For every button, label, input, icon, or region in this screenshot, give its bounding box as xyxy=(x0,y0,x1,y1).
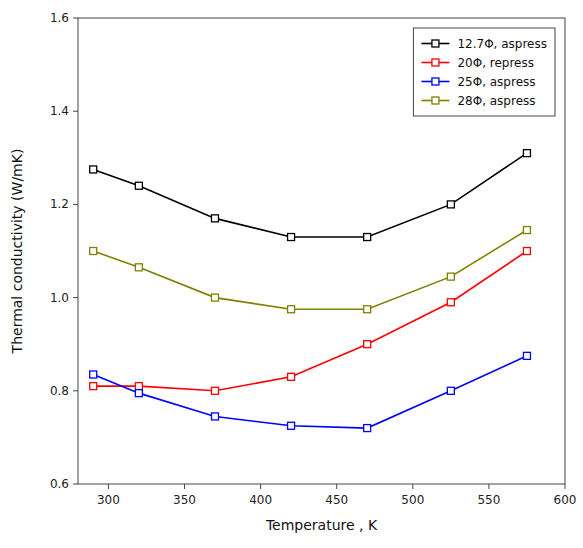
y-tick xyxy=(73,204,78,205)
series-marker xyxy=(135,264,142,271)
x-tick-label: 550 xyxy=(477,493,500,507)
legend-label: 12.7Φ, aspress xyxy=(457,37,547,51)
y-tick xyxy=(73,484,78,485)
series-marker xyxy=(135,390,142,397)
plot-frame xyxy=(78,18,565,484)
y-tick xyxy=(73,297,78,298)
legend-marker xyxy=(432,78,439,85)
series-marker xyxy=(288,373,295,380)
series-marker xyxy=(447,273,454,280)
legend-box xyxy=(413,28,555,116)
y-tick-label: 1.4 xyxy=(50,104,69,118)
y-tick-label: 0.8 xyxy=(50,384,69,398)
x-tick-label: 600 xyxy=(554,493,577,507)
series-marker xyxy=(288,422,295,429)
y-axis: 0.6 0.8 1.0 1.2 1.4 1.6 xyxy=(50,11,78,491)
series-marker xyxy=(523,248,530,255)
series-line xyxy=(93,251,527,391)
x-tick xyxy=(108,484,109,489)
series-marker xyxy=(447,201,454,208)
series-marker xyxy=(523,150,530,157)
x-tick xyxy=(184,484,185,489)
legend-label: 20Φ, repress xyxy=(457,56,534,70)
series-line xyxy=(93,153,527,237)
x-tick-label: 400 xyxy=(249,493,272,507)
series-marker xyxy=(211,215,218,222)
series-marker xyxy=(523,352,530,359)
series-line xyxy=(93,356,527,428)
x-tick-label: 300 xyxy=(97,493,120,507)
y-tick-label: 0.6 xyxy=(50,477,69,491)
y-tick xyxy=(73,111,78,112)
x-axis-label: Temperature , K xyxy=(265,517,378,533)
plot-data xyxy=(90,150,531,432)
series-marker xyxy=(135,383,142,390)
x-tick-label: 500 xyxy=(401,493,424,507)
x-axis: 300 350 400 450 500 550 600 xyxy=(97,484,576,507)
series-marker xyxy=(90,248,97,255)
series-marker xyxy=(364,425,371,432)
x-tick-label: 450 xyxy=(325,493,348,507)
x-tick xyxy=(412,484,413,489)
series-marker xyxy=(288,234,295,241)
y-axis-label: Thermal conductivity (W/mK) xyxy=(9,149,25,355)
legend-label: 25Φ, aspress xyxy=(457,75,535,89)
x-tick xyxy=(336,484,337,489)
legend-marker xyxy=(432,59,439,66)
y-tick-label: 1.0 xyxy=(50,291,69,305)
x-tick xyxy=(565,484,566,489)
series-marker xyxy=(90,166,97,173)
series-marker xyxy=(211,294,218,301)
series-marker xyxy=(364,234,371,241)
series-marker xyxy=(447,387,454,394)
series-marker xyxy=(211,387,218,394)
series-marker xyxy=(364,341,371,348)
chart: 300 350 400 450 500 550 600 0.6 0.8 1.0 1.2 1.4 1.6 T… xyxy=(0,0,583,548)
y-tick-label: 1.6 xyxy=(50,11,69,25)
legend-marker xyxy=(432,97,439,104)
legend: 12.7Φ, aspress 20Φ, repress 25Φ, aspress 28… xyxy=(413,28,555,116)
legend-label: 28Φ, aspress xyxy=(457,94,535,108)
series-marker xyxy=(523,227,530,234)
series-marker xyxy=(90,383,97,390)
y-tick xyxy=(73,390,78,391)
series-marker xyxy=(364,306,371,313)
series-marker xyxy=(447,299,454,306)
y-tick xyxy=(73,18,78,19)
x-tick xyxy=(488,484,489,489)
x-tick-label: 350 xyxy=(173,493,196,507)
series-marker xyxy=(135,182,142,189)
x-tick xyxy=(260,484,261,489)
legend-marker xyxy=(432,40,439,47)
series-marker xyxy=(90,371,97,378)
series-marker xyxy=(211,413,218,420)
y-tick-label: 1.2 xyxy=(50,197,69,211)
series-line xyxy=(93,230,527,309)
series-marker xyxy=(288,306,295,313)
